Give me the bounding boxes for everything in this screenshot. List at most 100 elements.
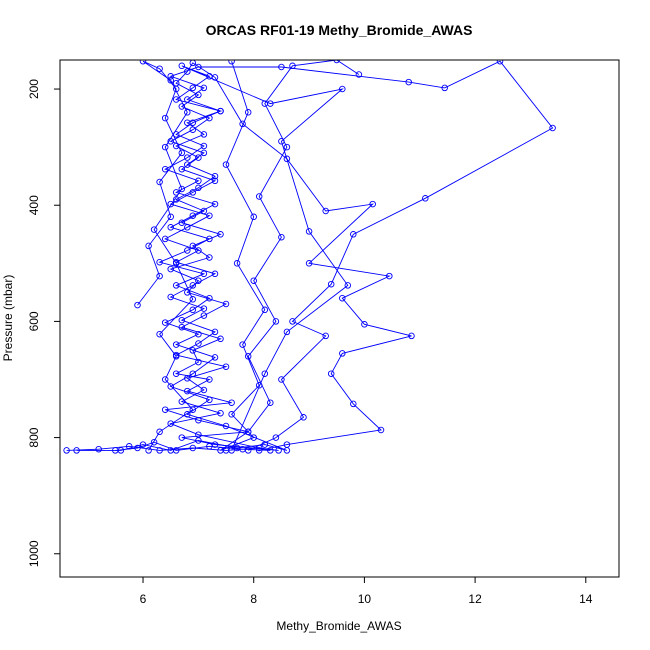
data-point (255, 193, 263, 200)
data-point (184, 411, 191, 418)
data-point (184, 154, 191, 161)
data-point (272, 434, 280, 441)
data-point (283, 328, 291, 336)
data-point (200, 131, 208, 138)
data-point (222, 161, 230, 168)
y-axis: 200 400 600 800 1000 (27, 79, 61, 567)
data-point (184, 247, 191, 254)
data-point (200, 142, 208, 150)
data-point (289, 318, 296, 325)
data-point (172, 370, 180, 377)
data-point (322, 207, 329, 215)
data-point (156, 447, 163, 454)
data-point (405, 78, 412, 86)
data-point (189, 347, 197, 354)
data-point (200, 312, 208, 319)
data-point (167, 383, 174, 390)
data-point (211, 200, 219, 208)
data-point (261, 441, 269, 448)
data-point (95, 445, 102, 453)
x-tick-label: 10 (358, 592, 372, 606)
data-point (145, 447, 152, 454)
data-point (206, 235, 213, 243)
data-point (217, 231, 224, 238)
data-point (250, 277, 257, 284)
data-point (200, 305, 208, 312)
data-point (189, 306, 197, 314)
y-tick-label: 1000 (27, 540, 41, 567)
data-point (161, 406, 169, 413)
data-point (195, 63, 202, 71)
series-line-4 (137, 60, 194, 451)
data-point (195, 340, 202, 347)
data-point (195, 154, 202, 161)
data-point (161, 376, 169, 383)
data-point (167, 200, 174, 208)
data-point (278, 376, 285, 383)
data-point (172, 96, 180, 103)
data-point (261, 370, 269, 377)
data-point (161, 143, 169, 151)
data-point (322, 332, 329, 340)
data-point (178, 185, 186, 193)
data-point (239, 120, 246, 128)
data-point (172, 341, 180, 348)
y-tick-label: 400 (27, 195, 41, 215)
data-point (200, 149, 208, 157)
data-point (369, 200, 376, 208)
data-point (267, 399, 274, 406)
data-point (305, 228, 313, 235)
data-point (244, 428, 252, 436)
data-point (150, 438, 158, 446)
data-point (278, 233, 285, 241)
data-point (283, 447, 291, 454)
data-point (167, 265, 174, 273)
data-point (339, 85, 346, 93)
data-point (189, 282, 197, 289)
data-point (228, 60, 235, 65)
data-point (228, 447, 235, 454)
data-point (283, 143, 291, 151)
data-point (150, 226, 158, 233)
data-point (217, 335, 224, 343)
data-point (189, 189, 197, 196)
data-point (167, 73, 174, 80)
series-line-5 (220, 60, 360, 451)
data-point (139, 441, 147, 448)
data-point (211, 328, 219, 336)
data-point (250, 434, 257, 441)
data-point (355, 71, 363, 78)
data-point (167, 224, 174, 231)
data-point (112, 447, 119, 454)
data-point (250, 213, 257, 221)
data-point (200, 270, 208, 278)
series-line-2 (76, 60, 554, 451)
data-point (195, 177, 202, 185)
data-point (184, 109, 191, 116)
data-point (327, 280, 335, 288)
data-point (161, 165, 169, 173)
data-point (167, 77, 174, 84)
data-point (239, 445, 246, 453)
data-point (275, 447, 282, 454)
data-point (222, 363, 230, 370)
data-point (377, 426, 385, 434)
data-point (283, 155, 291, 163)
data-point (189, 212, 197, 219)
data-point (161, 114, 169, 122)
data-point (189, 406, 197, 413)
data-point (195, 358, 202, 366)
data-point (156, 258, 163, 266)
x-tick-label: 12 (468, 592, 482, 606)
y-tick-label: 200 (27, 79, 41, 99)
data-point (206, 376, 213, 383)
data-point (239, 341, 246, 348)
data-point (422, 195, 429, 202)
data-point (167, 293, 174, 301)
data-point (184, 224, 191, 231)
data-point (178, 434, 186, 441)
data-point (178, 149, 186, 157)
data-point (261, 306, 269, 314)
data-point (267, 447, 274, 454)
chart-title: ORCAS RF01-19 Methy_Bromide_AWAS (206, 22, 473, 38)
